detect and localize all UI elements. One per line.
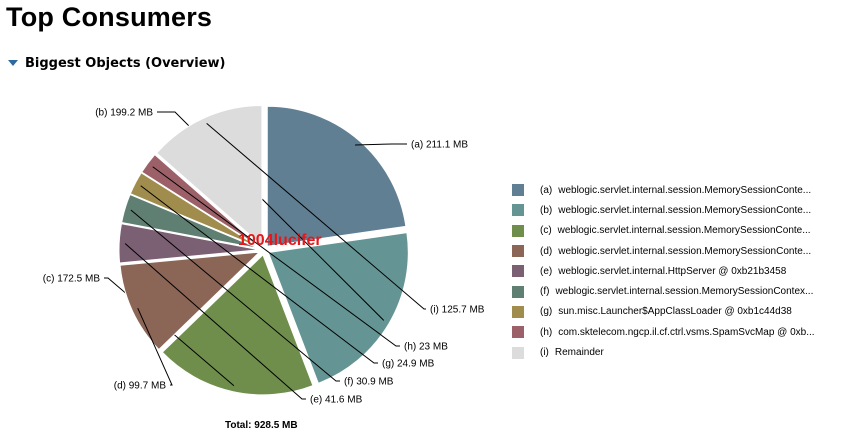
slice-label-f: (f) 30.9 MB <box>344 377 394 388</box>
legend-label: sun.misc.Launcher$AppClassLoader @ 0xb1c… <box>558 306 792 318</box>
legend-item-a[interactable]: (a) weblogic.servlet.internal.session.Mem… <box>512 180 815 200</box>
legend-label: weblogic.servlet.internal.HttpServer @ 0… <box>558 265 787 277</box>
legend-key: (h) <box>540 326 553 338</box>
legend-key: (a) <box>540 184 553 196</box>
pie-slice-a[interactable] <box>266 105 407 247</box>
legend-item-b[interactable]: (b) weblogic.servlet.internal.session.Mem… <box>512 200 815 220</box>
legend-swatch <box>512 265 524 278</box>
legend-swatch <box>512 305 524 318</box>
legend-item-c[interactable]: (c) weblogic.servlet.internal.session.Mem… <box>512 221 815 241</box>
legend-key: (c) <box>540 225 552 237</box>
pie-slice-f[interactable] <box>121 193 260 250</box>
legend-key: (f) <box>540 286 550 298</box>
page-title: Top Consumers <box>6 2 213 32</box>
legend-label: Remainder <box>554 347 604 359</box>
legend-label: weblogic.servlet.internal.session.Memory… <box>557 225 811 237</box>
leader-line-h <box>152 166 400 347</box>
leader-line-f <box>130 209 340 382</box>
chart-total: Total: 928.5 MB <box>225 420 298 431</box>
legend-swatch <box>512 184 524 197</box>
pie-slice-b[interactable] <box>267 232 409 384</box>
legend-key: (i) <box>540 347 549 359</box>
pie-slice-c[interactable] <box>161 253 314 396</box>
section-header-biggest-objects[interactable]: Biggest Objects (Overview) <box>8 54 225 72</box>
slice-label-c: (c) 172.5 MB <box>43 274 101 285</box>
slice-label-a: (a) 211.1 MB <box>411 140 468 151</box>
leader-line-g <box>140 185 378 364</box>
watermark: 1004lucifer <box>238 232 322 249</box>
leader-line-d <box>137 307 173 386</box>
legend-swatch <box>512 204 524 217</box>
slice-label-b: (b) 199.2 MB <box>95 108 153 119</box>
legend-item-g[interactable]: (g) sun.misc.Launcher$AppClassLoader @ 0x… <box>512 302 815 322</box>
slice-label-d: (d) 99.7 MB <box>114 381 167 392</box>
legend-item-e[interactable]: (e) weblogic.servlet.internal.HttpServer … <box>512 261 815 281</box>
legend-item-i[interactable]: (i) Remainder <box>512 342 815 362</box>
slice-label-i: (i) 125.7 MB <box>430 305 485 316</box>
chart-legend: (a) weblogic.servlet.internal.session.Mem… <box>512 180 815 363</box>
legend-swatch <box>512 326 524 339</box>
legend-label: weblogic.servlet.internal.session.Memory… <box>558 184 812 196</box>
legend-key: (d) <box>540 245 553 257</box>
legend-swatch <box>512 224 524 237</box>
leader-line-b <box>157 111 385 321</box>
leader-line-e <box>124 243 306 400</box>
legend-swatch <box>512 346 524 359</box>
slice-label-e: (e) 41.6 MB <box>310 395 363 406</box>
pie-slice-i[interactable] <box>156 104 263 247</box>
legend-label: weblogic.servlet.internal.session.Memory… <box>555 286 814 298</box>
legend-key: (e) <box>540 265 553 277</box>
leader-line-i <box>206 123 426 310</box>
collapse-triangle-icon[interactable] <box>8 60 18 66</box>
pie-slice-e[interactable] <box>118 223 260 264</box>
legend-swatch <box>512 245 524 258</box>
legend-label: com.sktelecom.ngcp.il.cf.ctrl.vsms.SpamS… <box>558 326 815 338</box>
legend-item-d[interactable]: (d) weblogic.servlet.internal.session.Mem… <box>512 241 815 261</box>
section-title: Biggest Objects (Overview) <box>25 55 226 71</box>
legend-item-h[interactable]: (h) com.sktelecom.ngcp.il.cf.ctrl.vsms.Sp… <box>512 322 815 342</box>
legend-key: (g) <box>540 306 553 318</box>
pie-slice-g[interactable] <box>129 172 260 249</box>
legend-item-f[interactable]: (f) weblogic.servlet.internal.session.Mem… <box>512 281 815 301</box>
legend-swatch <box>512 285 524 298</box>
leader-line-c <box>104 277 235 387</box>
legend-label: weblogic.servlet.internal.session.Memory… <box>558 245 812 257</box>
leader-line-a <box>355 143 407 146</box>
legend-key: (b) <box>540 204 553 216</box>
slice-label-h: (h) 23 MB <box>404 342 448 353</box>
slice-label-g: (g) 24.9 MB <box>382 359 435 370</box>
legend-label: weblogic.servlet.internal.session.Memory… <box>558 204 812 216</box>
